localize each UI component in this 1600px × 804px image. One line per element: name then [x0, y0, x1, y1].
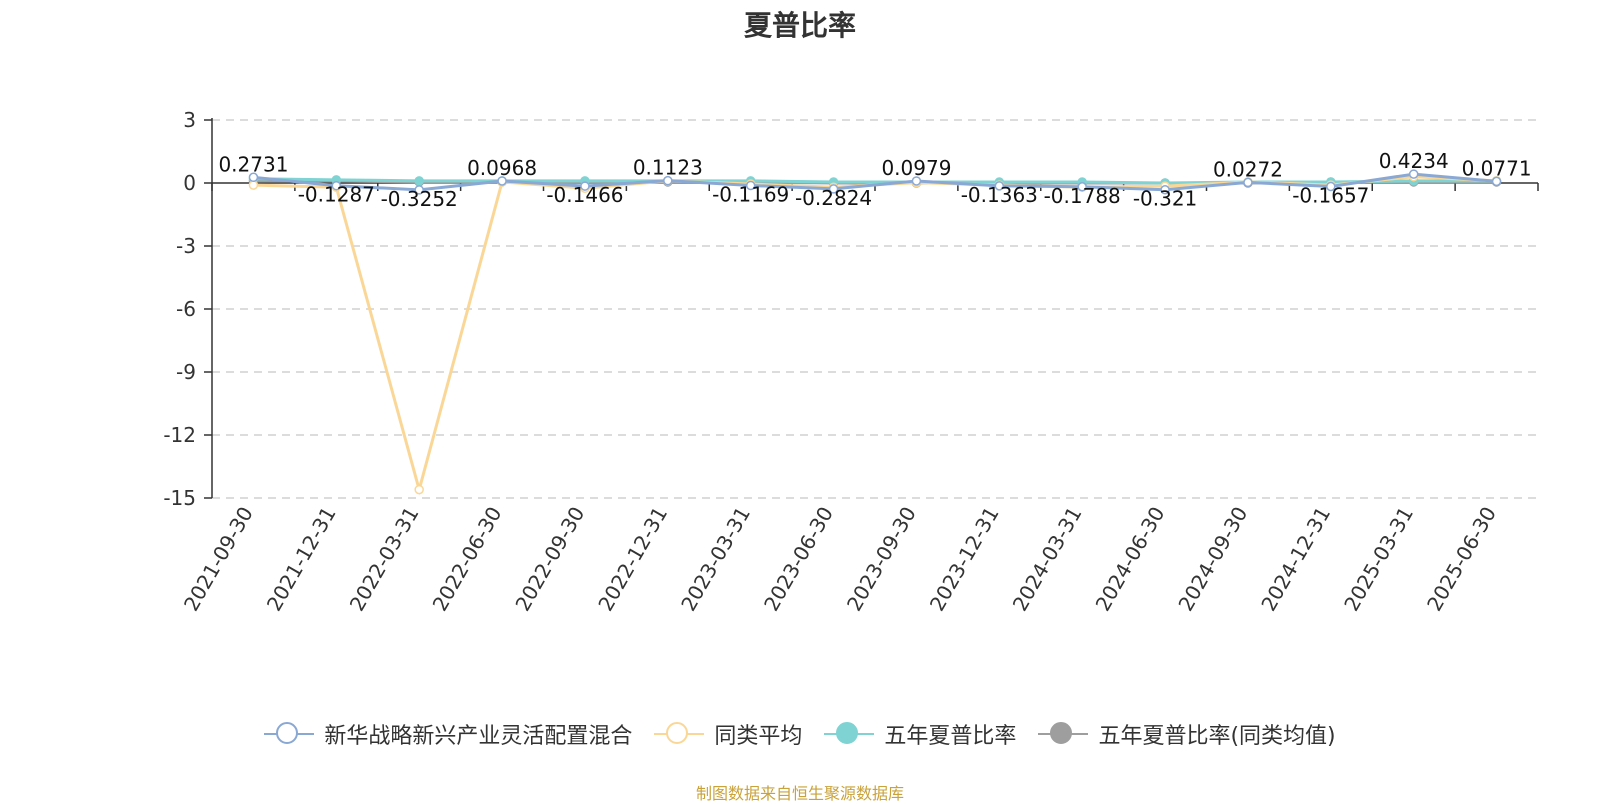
legend-label-peer-average: 同类平均: [714, 724, 803, 749]
y-tick-label-6: -15: [163, 486, 196, 510]
series-line-2: [253, 177, 1497, 185]
x-tick-label-5: 2022-12-31: [593, 503, 672, 616]
legend-label-five-year-peer: 五年夏普比率(同类均值): [1098, 724, 1336, 749]
series-line-0: [253, 172, 1497, 192]
x-tick-label-2: 2022-03-31: [345, 503, 424, 616]
series-1-point-2: [414, 484, 424, 495]
data-label-5: 0.1123: [633, 156, 703, 180]
x-tick-label-13: 2024-12-31: [1256, 503, 1335, 616]
data-label-9: -0.1363: [961, 183, 1038, 207]
x-tick-label-10: 2024-03-31: [1008, 503, 1087, 616]
x-tick-label-14: 2025-03-31: [1339, 503, 1418, 616]
series-0-point-4: [580, 181, 590, 191]
series-1-point-0: [248, 180, 259, 190]
legend-item-peer-average[interactable]: 同类平均: [654, 718, 802, 750]
data-label-12: 0.0272: [1213, 157, 1283, 181]
data-label-15: 0.0771: [1462, 156, 1532, 180]
legend-label-five-year: 五年夏普比率: [884, 724, 1017, 749]
series-0-point-1: [331, 180, 342, 191]
legend-label-fund: 新华战略新兴产业灵活配置混合: [324, 724, 633, 749]
data-label-0: 0.2731: [218, 152, 288, 176]
series-0-point-3: [497, 176, 507, 186]
legend-marker-peer-average: [654, 721, 705, 747]
series-0-point-13: [1326, 181, 1336, 192]
x-tick-label-3: 2022-06-30: [427, 503, 506, 616]
data-source-note: 制图数据来自恒生聚源数据库: [695, 784, 904, 803]
series-2-point-2: [414, 176, 424, 186]
data-label-2: -0.3252: [381, 187, 458, 211]
x-tick-label-6: 2023-03-31: [676, 503, 755, 616]
legend-marker-five-year-peer: [1038, 721, 1089, 747]
legend-item-five-year[interactable]: 五年夏普比率: [824, 718, 1016, 750]
y-tick-label-1: 0: [183, 171, 196, 195]
x-tick-label-11: 2024-06-30: [1090, 503, 1169, 616]
data-label-3: 0.0968: [467, 156, 537, 180]
x-tick-label-12: 2024-09-30: [1173, 503, 1252, 616]
data-label-1: -0.1287: [298, 183, 375, 207]
series-0-point-11: [1160, 184, 1170, 195]
series-0-point-5: [663, 175, 673, 186]
data-label-7: -0.2824: [795, 186, 872, 210]
series-0-point-9: [994, 181, 1005, 191]
series-0-point-2: [414, 185, 424, 195]
data-label-13: -0.1657: [1292, 183, 1369, 207]
x-tick-label-8: 2023-09-30: [842, 503, 921, 616]
x-tick-label-9: 2023-12-31: [925, 503, 1004, 616]
legend-marker-five-year: [824, 721, 875, 747]
y-tick-label-5: -12: [163, 423, 196, 447]
series-0-point-14: [1408, 169, 1419, 179]
x-tick-label-4: 2022-09-30: [510, 503, 589, 616]
y-tick-label-4: -9: [176, 360, 196, 384]
chart-title: 夏普比率: [743, 9, 856, 42]
x-tick-label-1: 2021-12-31: [262, 503, 341, 616]
data-label-6: -0.1169: [712, 182, 789, 206]
series-0-point-8: [911, 176, 922, 186]
series-0-point-7: [828, 184, 839, 194]
legend-marker-fund: [264, 721, 315, 747]
data-label-11: -0.321: [1133, 187, 1197, 211]
series-0-point-10: [1077, 182, 1087, 192]
legend-item-fund[interactable]: 新华战略新兴产业灵活配置混合: [264, 718, 632, 750]
y-tick-label-3: -6: [176, 297, 196, 321]
series-0-point-12: [1243, 177, 1253, 188]
series-0-point-15: [1491, 176, 1502, 187]
legend-item-five-year-peer[interactable]: 五年夏普比率(同类均值): [1038, 718, 1336, 750]
series-0-point-0: [248, 172, 259, 183]
data-label-4: -0.1466: [546, 183, 623, 207]
data-label-8: 0.0979: [881, 156, 951, 180]
y-tick-label-0: 3: [183, 108, 196, 132]
data-label-14: 0.4234: [1379, 149, 1449, 173]
data-label-10: -0.1788: [1044, 184, 1121, 208]
x-tick-label-7: 2023-06-30: [759, 503, 838, 616]
series-line-1: [253, 175, 1497, 496]
x-tick-label-0: 2021-09-30: [179, 503, 258, 616]
chart-legend: 新华战略新兴产业灵活配置混合 同类平均 五年夏普比率 五年夏普比率(同类均值): [0, 718, 1600, 750]
series-0-point-6: [745, 180, 756, 191]
x-tick-label-15: 2025-06-30: [1422, 503, 1501, 616]
y-tick-label-2: -3: [176, 234, 196, 258]
